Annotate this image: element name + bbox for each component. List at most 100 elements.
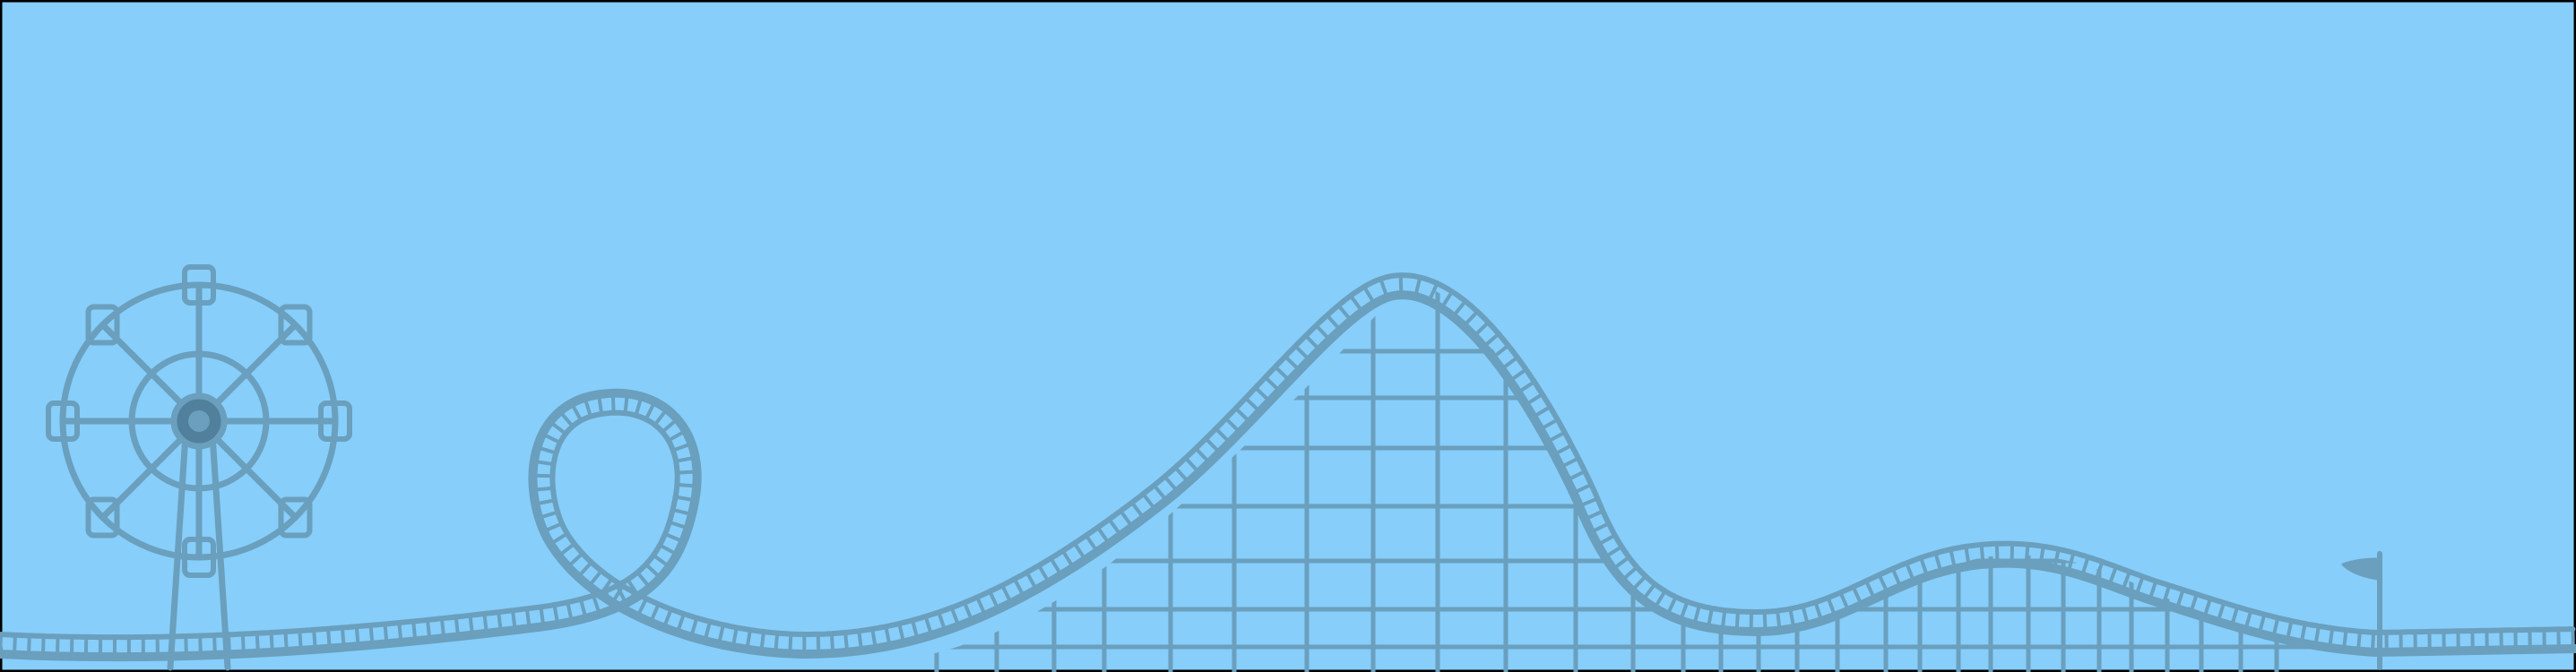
- track-tie: [1183, 456, 1201, 475]
- track-tie: [603, 589, 615, 611]
- track-tie: [552, 603, 560, 626]
- track-tie: [1538, 418, 1560, 432]
- track-tie: [1964, 544, 1971, 568]
- track-tie: [2066, 550, 2076, 574]
- track-tie: [689, 616, 699, 639]
- track-tie: [1173, 465, 1190, 485]
- track-tie: [703, 619, 713, 642]
- track-tie: [661, 417, 679, 435]
- track-tie: [1439, 289, 1455, 310]
- ferris-cabin: [85, 496, 120, 538]
- track-tie: [1603, 545, 1624, 559]
- track-tie: [326, 626, 332, 650]
- track-tie: [1979, 542, 1985, 566]
- track-tie: [1084, 533, 1100, 554]
- track-tie: [1427, 281, 1439, 304]
- track-tie: [623, 590, 636, 612]
- track-tie: [870, 627, 877, 650]
- track-tie: [340, 625, 346, 650]
- flag-icon: [2341, 551, 2382, 670]
- track-tie: [1119, 509, 1135, 529]
- track-tie: [468, 613, 474, 637]
- track-tie: [1552, 444, 1574, 457]
- ferris-cabin: [278, 304, 313, 346]
- track-tie: [623, 392, 629, 416]
- track-tie: [557, 541, 576, 558]
- track-tie: [56, 634, 60, 659]
- track-tie: [1919, 556, 1930, 579]
- track-tie: [13, 633, 17, 657]
- track-tie: [548, 419, 568, 436]
- track-tie: [212, 633, 217, 657]
- track-tie: [661, 607, 673, 630]
- track-tie: [988, 590, 1000, 611]
- track-tie: [1583, 509, 1605, 521]
- track-tie: [533, 498, 557, 506]
- track-tie: [829, 632, 835, 656]
- track-tie: [411, 619, 418, 643]
- track-tie: [644, 562, 662, 580]
- track-tie: [1565, 470, 1587, 482]
- track-tie: [482, 612, 488, 635]
- track-tie: [635, 597, 648, 618]
- track-tie: [524, 607, 532, 631]
- track-tie: [774, 631, 780, 655]
- track-tie: [2202, 597, 2212, 619]
- track-tie: [615, 583, 628, 606]
- track-tie: [2024, 542, 2030, 566]
- track-tie: [1024, 570, 1039, 591]
- track-tie: [2342, 628, 2348, 651]
- track-tie: [610, 391, 616, 415]
- track-tie: [663, 532, 686, 544]
- track-tie: [426, 617, 432, 642]
- track-tie: [1994, 541, 2000, 565]
- track-tie: [1734, 609, 1740, 633]
- ferris-cabin: [182, 537, 216, 578]
- track-tie: [843, 631, 850, 654]
- track-tie: [1362, 285, 1377, 306]
- track-tie: [1000, 583, 1013, 605]
- track-tie: [2313, 624, 2321, 648]
- track-tie: [1214, 426, 1232, 444]
- track-tie: [2356, 629, 2362, 653]
- track-tie: [558, 409, 575, 428]
- track-tie: [1233, 406, 1252, 424]
- track-tie: [566, 551, 584, 569]
- ferris-cabin: [182, 264, 216, 306]
- track-tie: [653, 407, 669, 427]
- track-tie: [569, 401, 583, 423]
- track-tie: [368, 623, 375, 647]
- track-tie: [1012, 577, 1026, 599]
- track-tie: [2080, 555, 2090, 578]
- track-tie: [1491, 343, 1510, 360]
- track-tie: [1263, 375, 1282, 393]
- track-tie: [759, 630, 765, 653]
- track-tie: [610, 583, 625, 605]
- ferris-cabin: [46, 401, 80, 442]
- track-tie: [1577, 496, 1600, 508]
- track-tie: [816, 632, 821, 656]
- track-tie: [949, 606, 961, 628]
- track-tie: [439, 616, 446, 641]
- track-tie: [2094, 559, 2105, 582]
- track-tie: [626, 577, 641, 599]
- track-tie: [2216, 600, 2226, 624]
- track-tie: [1293, 344, 1311, 362]
- track-tie: [1692, 603, 1701, 626]
- track-tie: [635, 570, 653, 590]
- track-tie: [1620, 565, 1639, 582]
- track-tie: [1379, 277, 1389, 299]
- track-tie: [1273, 365, 1292, 383]
- track-tie: [1776, 608, 1782, 633]
- track-tie: [1462, 309, 1480, 328]
- track-tie: [1516, 380, 1536, 395]
- track-tie: [2257, 612, 2267, 635]
- track-tie: [1141, 492, 1157, 512]
- track-tie: [312, 627, 317, 651]
- track-tie: [1303, 333, 1322, 352]
- track-tie: [1194, 446, 1212, 465]
- track-tie: [2328, 626, 2335, 650]
